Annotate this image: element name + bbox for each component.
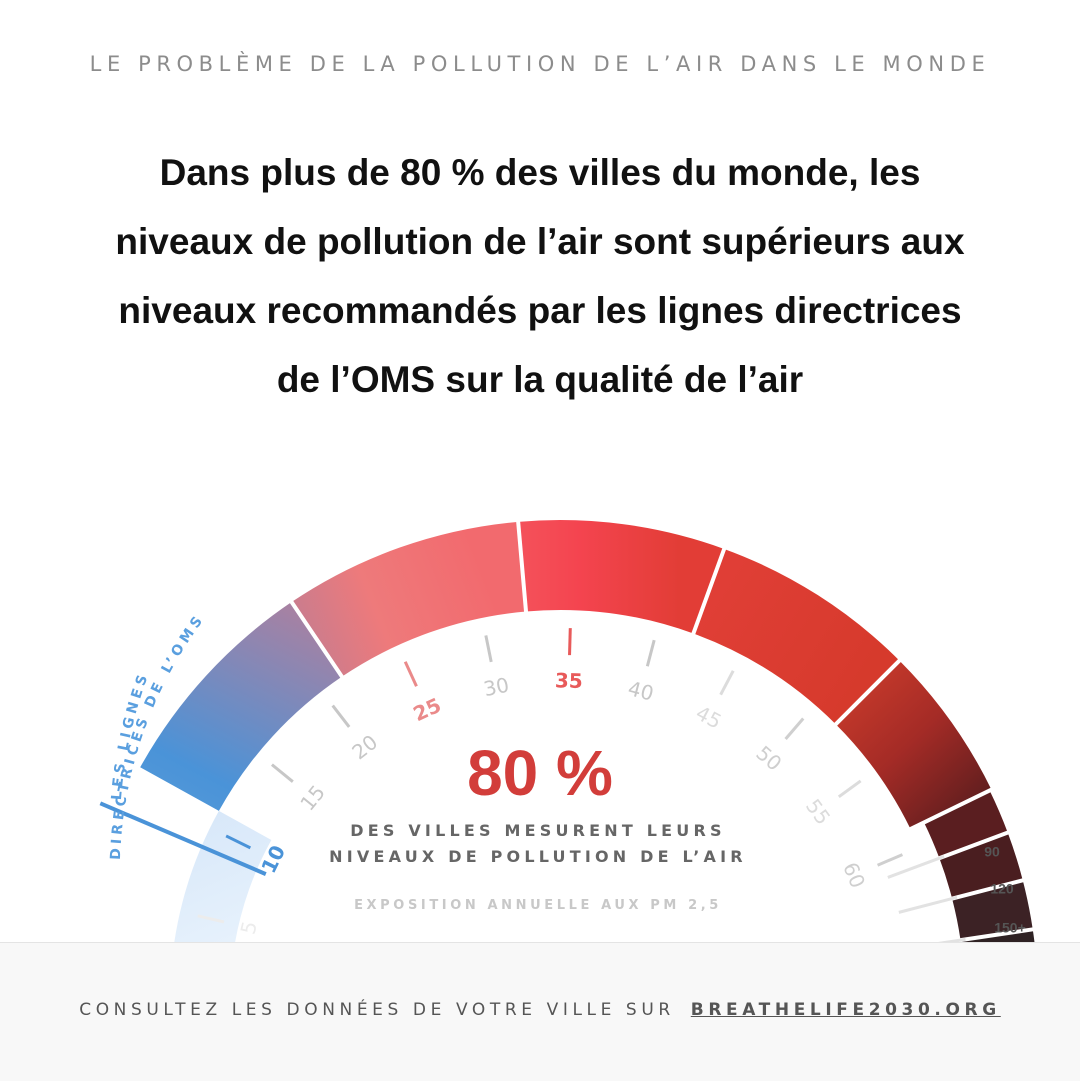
gauge-tick-label: 20 xyxy=(347,730,382,765)
page-kicker: LE PROBLÈME DE LA POLLUTION DE L’AIR DAN… xyxy=(89,52,991,76)
gauge-band-high xyxy=(939,832,1023,899)
gauge-tick xyxy=(225,834,252,850)
gauge-separator xyxy=(770,655,905,790)
headline-line: de l’OMS sur la qualité de l’air xyxy=(276,359,804,400)
gauge-tick-label: 45 xyxy=(692,701,726,734)
gauge-band xyxy=(835,660,992,830)
gauge-band xyxy=(518,520,725,634)
gauge-tick xyxy=(197,914,225,924)
gauge-tick-label: 15 xyxy=(295,780,330,815)
gauge-outer-tick xyxy=(937,937,966,942)
gauge-tick xyxy=(719,670,735,696)
gauge-tick xyxy=(645,639,656,667)
gauge-band-low xyxy=(174,810,272,942)
gauge-separator xyxy=(660,543,728,719)
headline-line: niveaux recommandés par les lignes direc… xyxy=(118,290,962,331)
headline-line: niveaux de pollution de l’air sont supér… xyxy=(115,221,965,262)
gauge-tick xyxy=(568,628,572,656)
headline: Dans plus de 80 % des villes du monde, l… xyxy=(80,138,1000,414)
gauge-tick xyxy=(331,704,351,728)
gauge-separator xyxy=(828,785,997,871)
website-link[interactable]: BREATHELIFE2030.ORG xyxy=(690,1000,1001,1020)
gauge-tick-label: 50 xyxy=(751,741,786,776)
gauge-band xyxy=(140,602,342,811)
gauge-tick-label: 35 xyxy=(555,668,583,693)
gauge-band-high xyxy=(924,790,1008,859)
gauge-tick-label: 30 xyxy=(481,673,511,702)
gauge-separator xyxy=(515,516,536,702)
highlight-caption: DES VILLES MESURENT LEURS xyxy=(350,821,726,840)
highlight-caption: NIVEAUX DE POLLUTION DE L’AIR xyxy=(329,847,747,866)
highlight-value: 80 % xyxy=(467,737,613,809)
headline-line: Dans plus de 80 % des villes du monde, l… xyxy=(159,152,921,193)
gauge-tick xyxy=(484,635,493,663)
gauge-separator xyxy=(287,596,394,753)
gauge-tick xyxy=(403,661,418,687)
gauge-outer-tick xyxy=(898,895,958,914)
footer-prefix: CONSULTEZ LES DONNÉES DE VOTRE VILLE SUR xyxy=(79,1000,675,1020)
highlight-subcaption: EXPOSITION ANNUELLE AUX PM 2,5 xyxy=(354,898,722,913)
gauge-tick xyxy=(876,853,904,867)
gauge-outer-tick xyxy=(887,855,945,879)
footer-text: CONSULTEZ LES DONNÉES DE VOTRE VILLE SUR… xyxy=(0,1000,1080,1020)
gauge-tick-label: 25 xyxy=(409,693,444,726)
gauge-tick xyxy=(784,717,805,740)
gauge-tick-label: 40 xyxy=(626,676,657,706)
guideline-marker xyxy=(99,801,267,876)
gauge-outer-label: 90 xyxy=(984,844,1000,860)
gauge-outer-label: 120 xyxy=(990,881,1014,897)
gauge-band xyxy=(693,548,900,725)
gauge-tick xyxy=(837,779,862,799)
gauge-band xyxy=(291,521,527,677)
gauge-tick xyxy=(270,763,294,783)
gauge-outer-label: 150+ xyxy=(994,920,1026,936)
gauge-tick-label: 5 xyxy=(236,919,262,937)
footer-bar: CONSULTEZ LES DONNÉES DE VOTRE VILLE SUR… xyxy=(0,942,1080,1081)
gauge-tick-label: 55 xyxy=(801,794,835,829)
